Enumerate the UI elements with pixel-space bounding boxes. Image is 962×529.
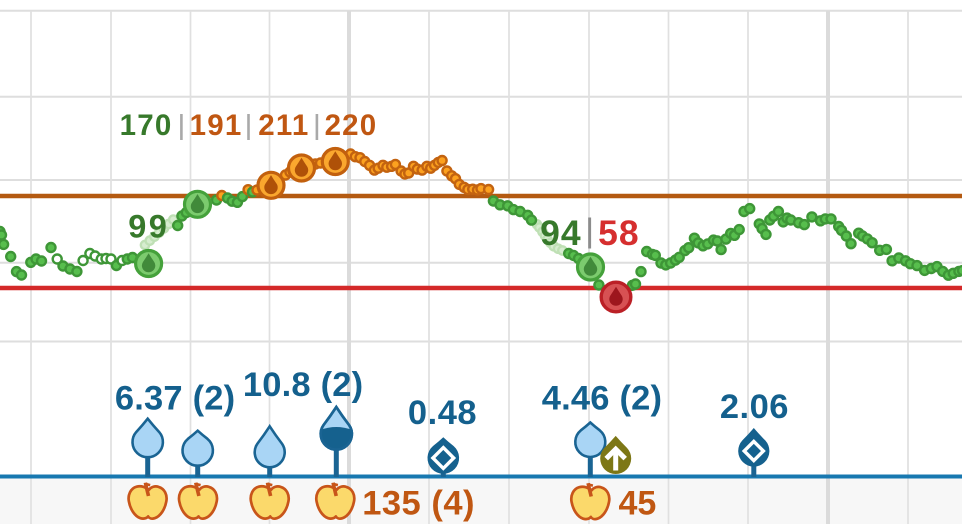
svg-text:45: 45 [618,485,656,523]
svg-text:2.06: 2.06 [720,388,789,426]
svg-text:58: 58 [598,213,640,253]
svg-text:211: 211 [258,109,309,142]
svg-text:135 (4): 135 (4) [362,484,475,522]
svg-text:10.8 (2): 10.8 (2) [243,366,364,404]
svg-text:191: 191 [190,109,243,142]
svg-text:94: 94 [540,213,582,253]
svg-text:0.48: 0.48 [408,394,477,432]
svg-text:220: 220 [325,109,378,142]
svg-text:4.46 (2): 4.46 (2) [542,380,663,418]
svg-text:6.37 (2): 6.37 (2) [115,379,236,417]
svg-text:99: 99 [128,209,169,245]
svg-text:170: 170 [120,109,173,142]
